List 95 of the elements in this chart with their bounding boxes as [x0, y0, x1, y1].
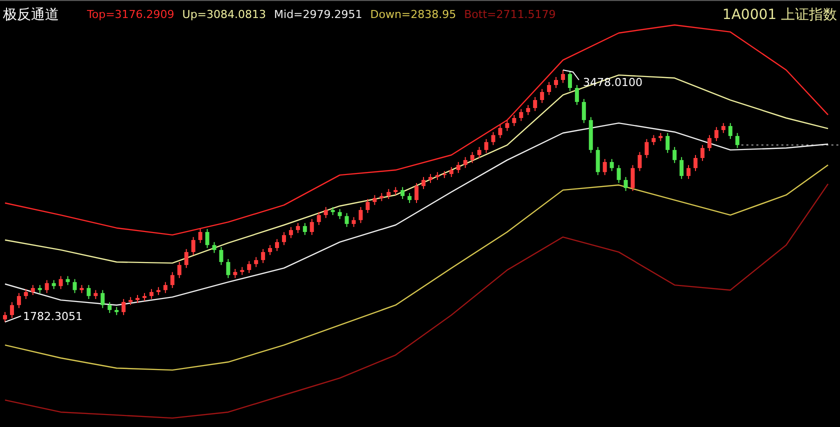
candlestick — [408, 192, 412, 204]
candlestick — [316, 212, 321, 226]
candlestick — [282, 232, 286, 246]
candlestick — [456, 161, 460, 174]
candlestick — [652, 134, 656, 146]
candlestick — [233, 268, 238, 279]
candlestick — [644, 138, 649, 158]
candlestick — [58, 276, 63, 290]
candlestick — [72, 278, 77, 294]
candlestick — [582, 98, 586, 124]
annotation: 1782.3051 — [23, 310, 82, 323]
candlestick — [519, 108, 524, 122]
candlestick — [100, 290, 105, 309]
candlestick — [540, 88, 544, 104]
candlestick — [477, 146, 482, 158]
candlestick — [261, 248, 266, 264]
candlestick — [247, 260, 252, 274]
candlestick — [108, 302, 112, 314]
candlestick — [205, 228, 210, 249]
text: Down=2838.95 — [370, 8, 456, 21]
candlestick — [275, 238, 280, 252]
candlestick — [672, 146, 677, 164]
candlestick — [624, 176, 628, 192]
candlestick — [184, 248, 188, 268]
candlestick — [560, 70, 565, 84]
text: Top=3176.2909 — [86, 8, 174, 21]
candlestick — [414, 182, 419, 204]
candlestick — [602, 158, 607, 176]
candlestick — [505, 120, 510, 132]
candlestick — [616, 164, 621, 184]
candlestick — [163, 282, 168, 294]
candlestick — [30, 284, 35, 296]
chart-title: 极反通道 — [2, 7, 59, 23]
candlestick — [638, 152, 642, 172]
candlestick — [122, 298, 126, 316]
candlestick — [533, 96, 538, 112]
candlestick — [666, 132, 670, 154]
candlestick — [470, 152, 474, 164]
chart-subtitle: 1A0001 上证指数 — [722, 7, 837, 23]
candlestick — [630, 164, 635, 192]
candlestick — [344, 212, 349, 228]
candlestick — [198, 228, 202, 244]
candlestick — [288, 226, 293, 239]
candlestick — [680, 156, 684, 180]
candlestick — [554, 76, 558, 88]
candlestick — [449, 166, 454, 178]
candlestick — [721, 122, 726, 134]
candlestick — [3, 311, 7, 322]
candlestick — [296, 222, 300, 234]
candlestick — [610, 158, 614, 172]
candlestick — [700, 144, 704, 162]
candlestick — [254, 256, 258, 268]
text: Up=3084.0813 — [182, 8, 266, 21]
candlestick — [386, 188, 391, 200]
candlestick — [170, 272, 174, 289]
candlestick — [372, 194, 377, 206]
candlestick — [10, 302, 14, 319]
candlestick — [366, 198, 370, 214]
candlestick — [574, 84, 579, 106]
candlestick — [735, 132, 740, 149]
candlestick — [16, 292, 21, 309]
candlestick — [191, 236, 196, 256]
text: Bott=2711.5179 — [464, 8, 556, 21]
candlestick — [463, 156, 468, 168]
candlestick — [526, 104, 530, 116]
candlestick — [268, 244, 272, 256]
candlestick — [728, 122, 732, 140]
candlestick — [302, 222, 307, 236]
candlestick — [400, 186, 405, 200]
candlestick — [714, 126, 718, 142]
candlestick — [694, 154, 698, 172]
candlestick — [212, 242, 216, 254]
text: Mid=2979.2951 — [274, 8, 362, 21]
candlestick — [596, 146, 600, 176]
candlestick — [226, 258, 230, 279]
candlestick — [568, 70, 572, 92]
candlestick — [338, 208, 342, 220]
candlestick — [219, 246, 224, 266]
candlestick — [310, 218, 314, 236]
candlestick — [44, 280, 49, 294]
candlestick — [491, 132, 496, 146]
candlestick — [498, 124, 502, 139]
candlestick — [484, 138, 488, 154]
candlestick — [149, 288, 154, 300]
candlestick — [324, 206, 328, 219]
candlestick — [512, 114, 516, 127]
candlestick — [686, 164, 691, 180]
candlestick — [86, 284, 91, 300]
candlestick — [421, 176, 426, 190]
candlestick — [358, 206, 363, 224]
candlestick — [547, 82, 552, 96]
candlestick — [24, 288, 28, 300]
candlestick — [177, 262, 182, 279]
candlestick — [352, 216, 356, 228]
candlestick — [707, 134, 712, 152]
